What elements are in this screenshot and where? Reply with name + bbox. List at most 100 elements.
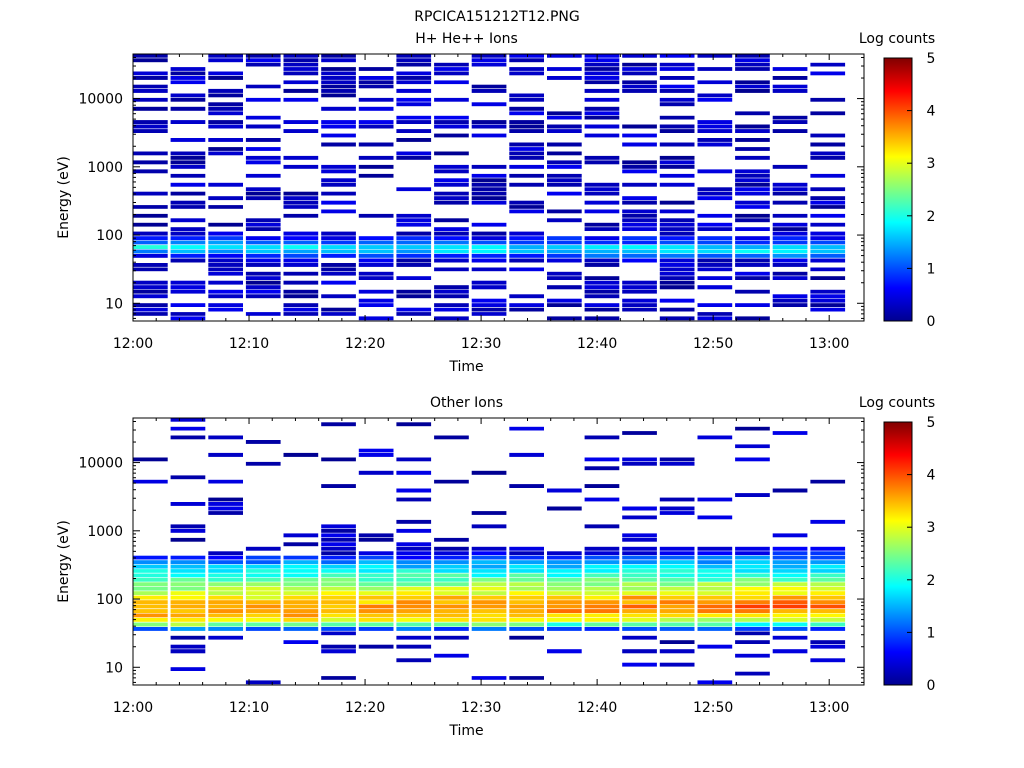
spectrogram-cell xyxy=(622,240,657,245)
spectrogram-cell xyxy=(170,240,206,245)
spectrogram-cell xyxy=(471,622,507,627)
spectrogram-cell xyxy=(547,209,582,214)
spectrogram-cell xyxy=(509,147,544,151)
spectrogram-cell xyxy=(810,200,846,205)
spectrogram-cell xyxy=(584,80,620,85)
spectrogram-cell xyxy=(245,187,281,192)
spectrogram-cell xyxy=(622,635,657,640)
spectrogram-cell xyxy=(396,115,432,120)
spectrogram-cell xyxy=(471,555,507,560)
spectrogram-cell xyxy=(396,627,432,631)
spectrogram-cell xyxy=(208,236,243,241)
spectrogram-cell xyxy=(321,613,356,618)
spectrogram-cell xyxy=(547,622,582,627)
spectrogram-cell xyxy=(622,613,657,618)
y-tick-label: 100 xyxy=(96,228,123,244)
spectrogram-cell xyxy=(245,253,281,258)
y-tick-label: 1000 xyxy=(87,160,123,176)
spectrogram-cell xyxy=(622,564,657,569)
spectrogram-cell xyxy=(697,622,733,627)
spectrogram-cell xyxy=(622,546,657,551)
spectrogram-cell xyxy=(208,609,243,613)
spectrogram-cell xyxy=(358,604,394,609)
spectrogram-cell xyxy=(471,173,507,178)
spectrogram-cell xyxy=(509,560,544,565)
spectrogram-cell xyxy=(471,245,507,249)
spectrogram-cell xyxy=(358,298,394,303)
spectrogram-cell xyxy=(697,591,733,595)
spectrogram-cell xyxy=(133,249,168,254)
spectrogram-cell xyxy=(697,551,733,556)
spectrogram-cell xyxy=(208,58,243,63)
spectrogram-cell xyxy=(584,191,620,196)
spectrogram-cell xyxy=(622,213,657,218)
spectrogram-cell xyxy=(434,577,469,582)
spectrogram-cell xyxy=(170,236,206,241)
spectrogram-cell xyxy=(584,582,620,587)
spectrogram-cell xyxy=(697,253,733,258)
spectrogram-cell xyxy=(170,191,206,196)
spectrogram-cell xyxy=(697,187,733,192)
spectrogram-cell xyxy=(622,622,657,627)
spectrogram-cell xyxy=(321,622,356,627)
spectrogram-cell xyxy=(547,218,582,223)
spectrogram-cell xyxy=(471,54,507,58)
spectrogram-cell xyxy=(509,555,544,560)
spectrogram-cell xyxy=(208,111,243,116)
spectrogram-cell xyxy=(622,627,657,631)
spectrogram-cell xyxy=(735,622,770,627)
spectrogram-cell xyxy=(584,71,620,76)
spectrogram-cell xyxy=(509,582,544,587)
spectrogram-cell xyxy=(133,97,168,102)
spectrogram-cell xyxy=(170,160,206,165)
spectrogram-cell xyxy=(471,267,507,272)
spectrogram-cell xyxy=(170,667,206,671)
spectrogram-cell xyxy=(735,258,770,263)
spectrogram-cell xyxy=(735,493,770,497)
spectrogram-cell xyxy=(358,80,394,85)
spectrogram-cell xyxy=(434,151,469,156)
spectrogram-cell xyxy=(358,213,394,218)
spectrogram-cell xyxy=(735,582,770,587)
spectrogram-cell xyxy=(735,58,770,63)
spectrogram-cell xyxy=(697,515,733,520)
spectrogram-cell xyxy=(170,649,206,654)
spectrogram-cell xyxy=(622,461,657,466)
spectrogram-cell xyxy=(659,285,695,290)
spectrogram-cell xyxy=(584,617,620,622)
spectrogram-cell xyxy=(659,236,695,241)
spectrogram-cell xyxy=(772,263,808,267)
spectrogram-cell xyxy=(321,84,356,89)
spectrogram-cell xyxy=(283,280,319,285)
spectrogram-cell xyxy=(810,564,846,569)
spectrogram-cell xyxy=(509,573,544,578)
spectrogram-cell xyxy=(170,285,206,290)
spectrogram-cell xyxy=(283,595,319,600)
spectrogram-cell xyxy=(622,182,657,187)
spectrogram-cell xyxy=(396,253,432,258)
spectrogram-cell xyxy=(509,97,544,102)
spectrogram-cell xyxy=(396,635,432,640)
spectrogram-cell xyxy=(208,222,243,227)
colorbar-label: Log counts xyxy=(859,31,935,47)
spectrogram-cell xyxy=(735,111,770,116)
spectrogram-cell xyxy=(471,280,507,285)
spectrogram-cell xyxy=(170,502,206,506)
colorbar-tick-label: 3 xyxy=(927,156,936,172)
x-tick-label: 12:30 xyxy=(461,700,501,716)
spectrogram-cell xyxy=(396,542,432,547)
spectrogram-cell xyxy=(208,604,243,609)
spectrogram-cell xyxy=(208,93,243,98)
spectrogram-cell xyxy=(321,88,356,93)
spectrogram-cell xyxy=(133,106,168,111)
spectrogram-cell xyxy=(810,173,846,178)
spectrogram-cell xyxy=(471,582,507,587)
spectrogram-cell xyxy=(434,200,469,205)
spectrogram-cell xyxy=(772,227,808,231)
spectrogram-cell xyxy=(170,205,206,209)
spectrogram-cell xyxy=(622,298,657,303)
spectrogram-cell xyxy=(396,236,432,241)
spectrogram-cell xyxy=(659,124,695,129)
spectrogram-cell xyxy=(283,54,319,58)
spectrogram-cell xyxy=(245,147,281,151)
